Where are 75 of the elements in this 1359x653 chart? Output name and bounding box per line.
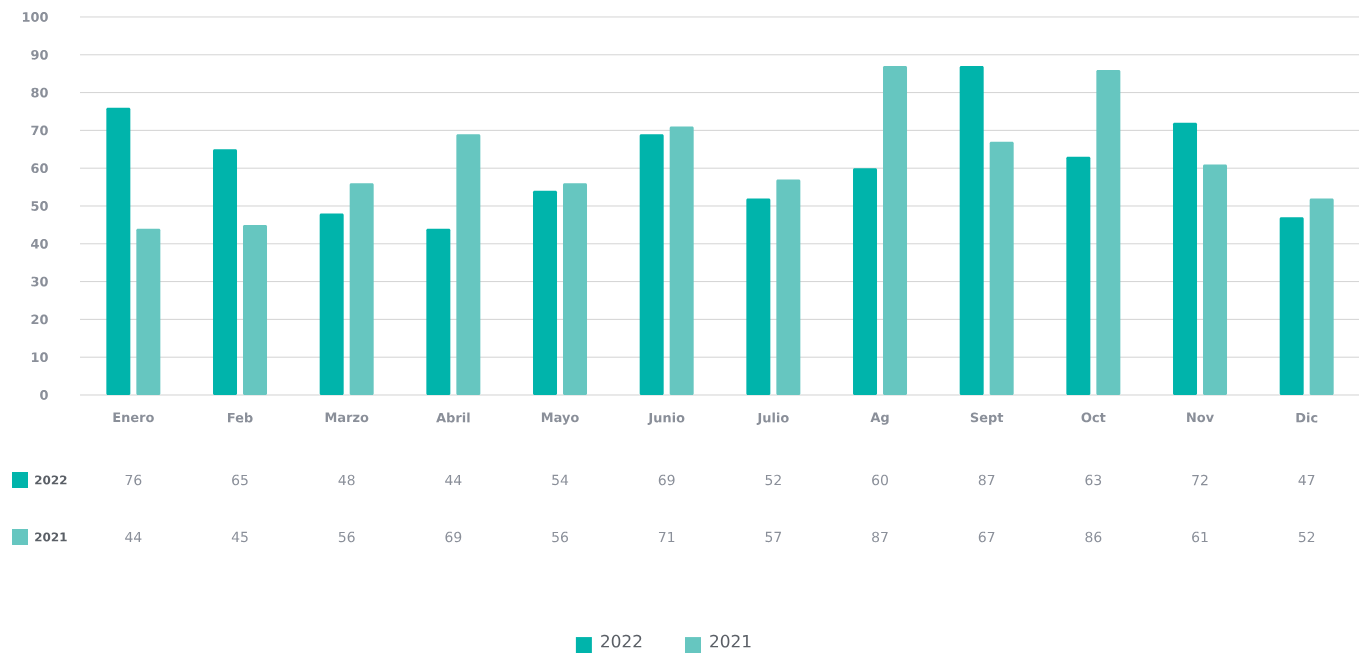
x-tick-label: Sept xyxy=(970,412,1004,425)
y-tick-label: 20 xyxy=(31,314,48,325)
data-label: 44 xyxy=(445,474,462,486)
data-label: 69 xyxy=(658,474,675,486)
legend-label: 2021 xyxy=(35,532,67,542)
data-label: 63 xyxy=(1085,474,1102,486)
data-label: 87 xyxy=(978,474,995,486)
data-label: 56 xyxy=(552,531,569,543)
data-label: 71 xyxy=(658,531,675,543)
text: 2021 xyxy=(710,634,751,648)
x-tick-label: Oct xyxy=(1081,412,1106,423)
y-tick-label: 90 xyxy=(31,49,48,60)
bar xyxy=(426,228,451,395)
bar xyxy=(243,224,268,395)
bar xyxy=(959,66,984,395)
data-label: 76 xyxy=(125,474,142,486)
data-label: 57 xyxy=(765,531,782,543)
y-tick-label: 10 xyxy=(31,352,48,363)
bar xyxy=(776,179,801,395)
x-tick-label: Ag xyxy=(870,412,889,425)
data-label: 65 xyxy=(232,474,248,486)
bar xyxy=(533,190,558,395)
bar xyxy=(563,183,588,395)
x-tick-label: Julio xyxy=(756,412,789,425)
bar xyxy=(349,183,374,395)
data-label: 86 xyxy=(1085,531,1102,543)
bar xyxy=(136,228,161,395)
y-tick-label: 100 xyxy=(22,12,48,22)
data-label: 72 xyxy=(1192,474,1208,486)
data-label: 48 xyxy=(338,474,355,486)
bar xyxy=(746,198,771,395)
data-label: 52 xyxy=(1298,531,1315,543)
y-tick-label: 40 xyxy=(31,238,48,249)
x-tick-label: Abril xyxy=(436,412,470,423)
bar xyxy=(853,168,878,395)
y-tick-label: 60 xyxy=(31,163,48,174)
bar xyxy=(213,149,238,395)
legend-label: 2022 xyxy=(35,475,67,485)
y-tick-label: 70 xyxy=(31,125,48,136)
bar xyxy=(456,134,481,395)
x-tick-label: Marzo xyxy=(325,412,369,423)
bar xyxy=(883,66,908,395)
data-label: 60 xyxy=(872,474,888,486)
data-label: 69 xyxy=(445,531,462,543)
data-label: 44 xyxy=(125,531,142,543)
bar xyxy=(989,141,1014,395)
text: 2022 xyxy=(601,634,642,648)
x-tick-label: Enero xyxy=(113,412,154,423)
data-label: 45 xyxy=(231,531,248,543)
data-label: 67 xyxy=(978,531,995,543)
data-label: 87 xyxy=(872,531,888,543)
bar xyxy=(1173,122,1198,395)
y-tick-label: 50 xyxy=(31,201,48,211)
bar xyxy=(1279,217,1304,395)
x-tick-label: Junio xyxy=(647,412,685,425)
x-tick-label: Nov xyxy=(1187,412,1214,423)
data-label: 47 xyxy=(1298,474,1315,486)
x-tick-label: Dic xyxy=(1296,412,1318,423)
bar xyxy=(106,107,131,395)
bar xyxy=(639,134,664,395)
bar xyxy=(1203,164,1228,395)
bar xyxy=(669,126,694,395)
y-tick-label: 30 xyxy=(31,276,48,287)
bar xyxy=(1309,198,1334,395)
bar xyxy=(319,213,344,395)
y-tick-label: 80 xyxy=(31,87,48,98)
data-label: 52 xyxy=(765,474,781,486)
bar xyxy=(1096,69,1121,395)
y-tick-label: 0 xyxy=(40,390,48,400)
data-label: 54 xyxy=(552,474,569,486)
data-label: 56 xyxy=(338,531,355,543)
data-label: 61 xyxy=(1192,531,1208,543)
bar xyxy=(1066,156,1091,395)
x-tick-label: Feb xyxy=(228,412,253,423)
x-tick-label: Mayo xyxy=(541,412,579,425)
